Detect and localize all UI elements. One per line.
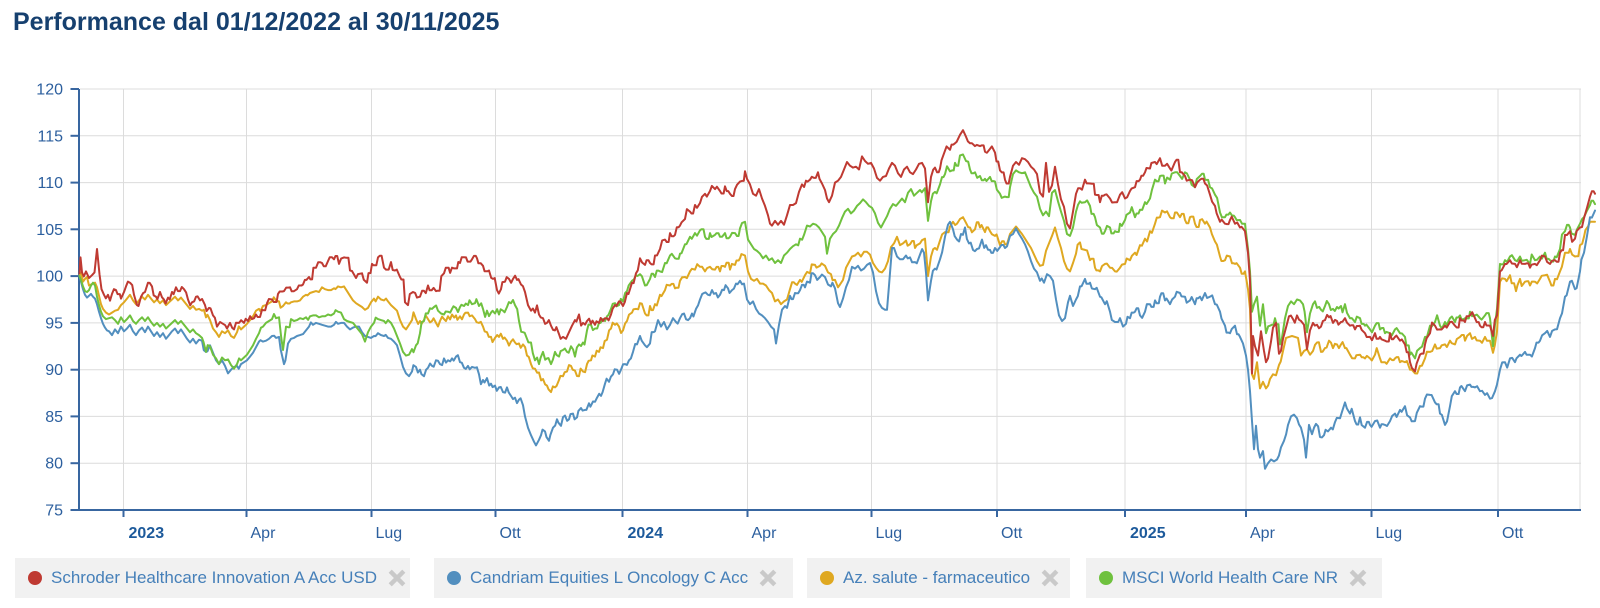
svg-text:110: 110 (37, 175, 63, 192)
svg-text:Apr: Apr (752, 525, 778, 542)
svg-text:Lug: Lug (376, 525, 403, 542)
svg-text:85: 85 (45, 409, 63, 426)
svg-text:Apr: Apr (1250, 525, 1276, 542)
svg-text:Ott: Ott (1001, 525, 1023, 542)
svg-text:95: 95 (45, 315, 63, 332)
svg-text:80: 80 (45, 456, 63, 473)
svg-text:120: 120 (36, 82, 63, 99)
svg-text:90: 90 (45, 362, 63, 379)
svg-text:Lug: Lug (876, 525, 903, 542)
svg-text:2024: 2024 (628, 525, 664, 542)
svg-text:Lug: Lug (1376, 525, 1403, 542)
svg-text:Apr: Apr (251, 525, 277, 542)
svg-text:115: 115 (37, 128, 63, 145)
svg-text:75: 75 (45, 503, 63, 520)
svg-text:100: 100 (36, 269, 63, 286)
svg-text:Ott: Ott (1502, 525, 1524, 542)
svg-text:2025: 2025 (1130, 525, 1166, 542)
svg-text:105: 105 (36, 222, 63, 239)
svg-text:Ott: Ott (500, 525, 522, 542)
svg-text:2023: 2023 (129, 525, 165, 542)
